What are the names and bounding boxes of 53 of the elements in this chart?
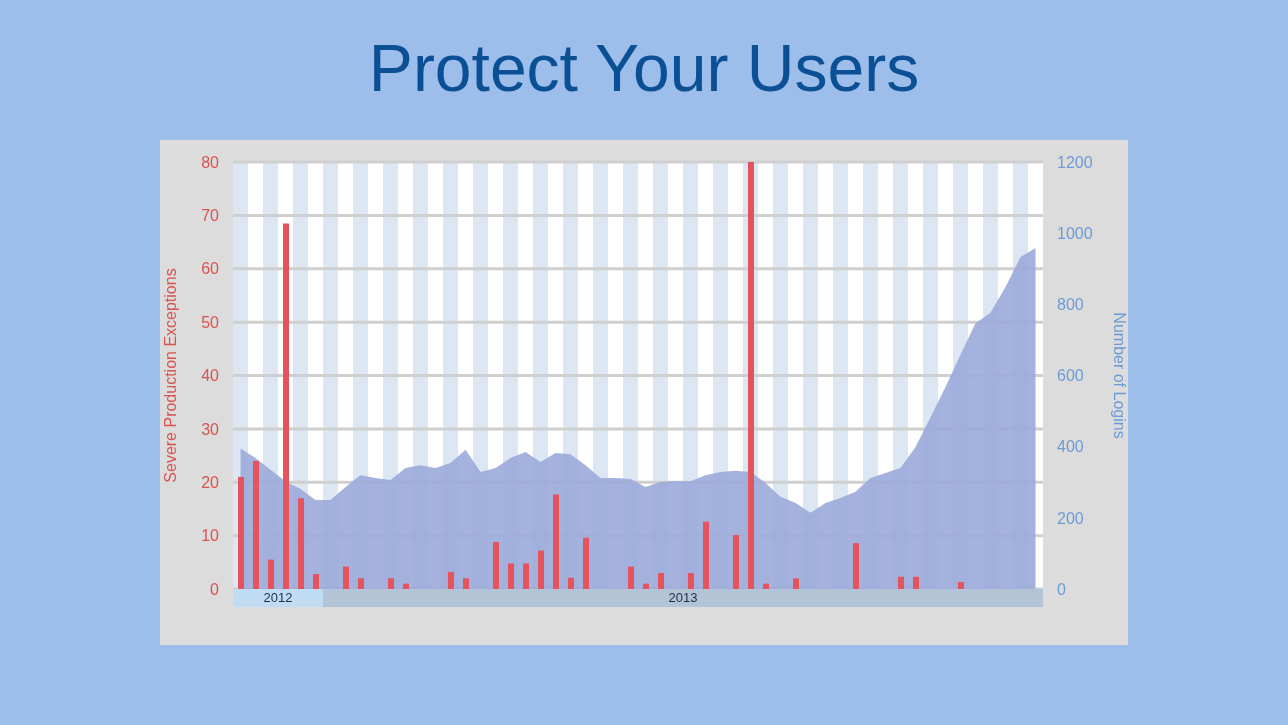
bar: [268, 559, 274, 589]
bar: [913, 576, 919, 589]
bar: [553, 494, 559, 589]
bar: [703, 521, 709, 589]
bar: [283, 223, 289, 589]
bar: [958, 582, 964, 589]
bar: [793, 578, 799, 589]
bar: [403, 583, 409, 589]
bar: [763, 583, 769, 589]
y-tick-label: 60: [201, 260, 220, 278]
chart-title: Protect Your Users: [367, 30, 921, 106]
bar: [253, 460, 259, 589]
y-tick-label: 40: [201, 367, 220, 385]
bar: [388, 578, 394, 589]
y2-tick-label: 400: [1057, 438, 1084, 456]
bar: [523, 563, 529, 589]
bar: [748, 162, 754, 589]
bar: [358, 578, 364, 589]
y-axis-title: Severe Production Exceptions: [161, 268, 179, 483]
bar: [898, 576, 904, 589]
bar: [643, 583, 649, 589]
bar: [343, 566, 349, 589]
text: 2012: [233, 589, 323, 607]
bar: [448, 571, 454, 589]
bar: [853, 543, 859, 589]
bar: [733, 535, 739, 589]
y-tick-label: 50: [201, 313, 220, 331]
bar: [538, 550, 544, 589]
bar: [463, 578, 469, 589]
bar: [658, 572, 664, 589]
bar: [313, 574, 319, 589]
y-tick-label: 80: [201, 153, 220, 171]
y2-axis-title: Number of Logins: [1111, 312, 1129, 439]
y2-tick-label: 600: [1057, 367, 1084, 385]
bar: [568, 577, 574, 589]
y2-tick-label: 1000: [1057, 224, 1093, 242]
bar: [493, 542, 499, 589]
y2-tick-label: 800: [1057, 296, 1084, 314]
y2-tick-label: 200: [1057, 509, 1084, 527]
y-tick-label: 20: [201, 473, 220, 491]
bar: [583, 537, 589, 589]
y-tick-label: 70: [201, 207, 220, 225]
bar: [238, 476, 244, 589]
text: 2013: [323, 589, 1043, 607]
bar: [688, 572, 694, 589]
bar: [298, 498, 304, 589]
y-tick-label: 30: [201, 420, 220, 438]
y-tick-label: 0: [210, 580, 220, 598]
y-tick-label: 10: [201, 527, 220, 545]
bar: [508, 563, 514, 589]
y2-tick-label: 0: [1057, 580, 1066, 598]
bar: [628, 566, 634, 589]
y2-tick-label: 1200: [1057, 153, 1093, 171]
